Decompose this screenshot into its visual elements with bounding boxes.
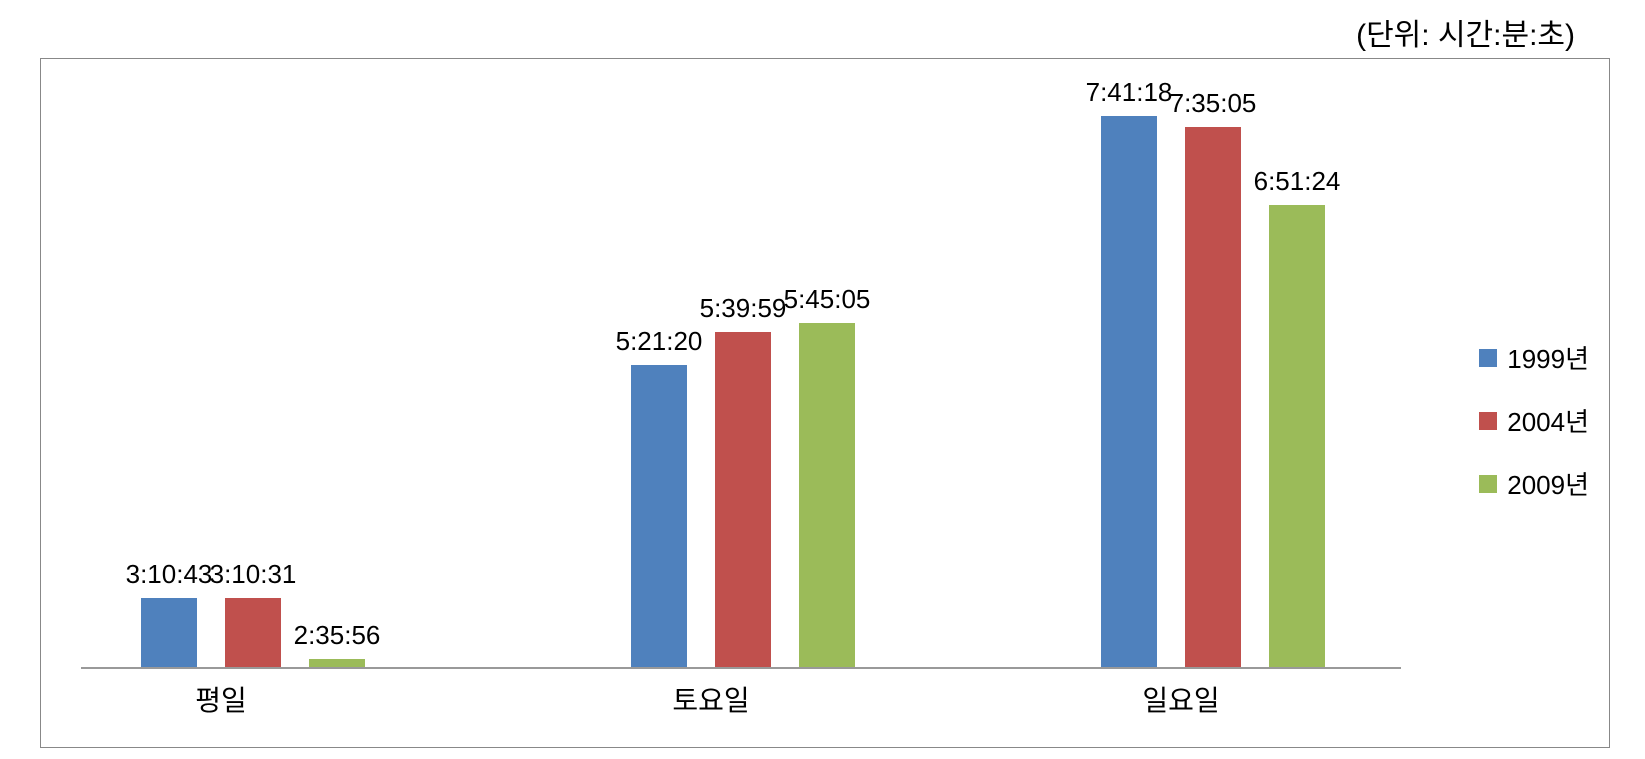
legend-item: 1999년 [1479,339,1589,376]
legend-swatch [1479,475,1497,493]
bar-value-label: 3:10:31 [210,559,297,590]
category-label: 평일 [111,679,331,719]
x-axis-baseline [81,667,1401,669]
chart-container: 3:10:433:10:312:35:565:21:205:39:595:45:… [40,58,1610,748]
bar-value-label: 3:10:43 [126,559,213,590]
bar: 6:51:24 [1269,205,1325,667]
legend-label: 2009년 [1507,465,1589,502]
bar-group: 3:10:43 3:10:31 2:35:56 [141,598,365,667]
bar: 2:35:56 [309,659,365,667]
bar-value-label: 5:21:20 [616,326,703,357]
bar: 5:45:05 [799,323,855,667]
category-label: 일요일 [1071,679,1291,719]
legend-item: 2004년 [1479,402,1589,439]
legend-swatch [1479,412,1497,430]
legend-swatch [1479,349,1497,367]
bar: 3:10:31 [225,598,281,667]
bar-value-label: 6:51:24 [1254,166,1341,197]
bar-value-label: 5:45:05 [784,284,871,315]
plot-area: 3:10:433:10:312:35:565:21:205:39:595:45:… [81,79,1401,669]
legend: 1999년 2004년 2009년 [1479,339,1589,502]
bar-value-label: 7:41:18 [1086,77,1173,108]
bar-value-label: 2:35:56 [294,620,381,651]
bar: 5:21:20 [631,365,687,667]
category-label: 토요일 [601,679,821,719]
bar: 3:10:43 [141,598,197,667]
bar: 7:41:18 [1101,116,1157,667]
legend-label: 1999년 [1507,339,1589,376]
unit-label: (단위: 시간:분:초) [1356,10,1575,54]
bar: 5:39:59 [715,332,771,667]
bar-value-label: 5:39:59 [700,293,787,324]
bar-group: 7:41:18 7:35:05 6:51:24 [1101,116,1325,667]
bar-group: 5:21:20 5:39:59 5:45:05 [631,323,855,667]
bar: 7:35:05 [1185,127,1241,667]
legend-item: 2009년 [1479,465,1589,502]
legend-label: 2004년 [1507,402,1589,439]
bar-value-label: 7:35:05 [1170,88,1257,119]
